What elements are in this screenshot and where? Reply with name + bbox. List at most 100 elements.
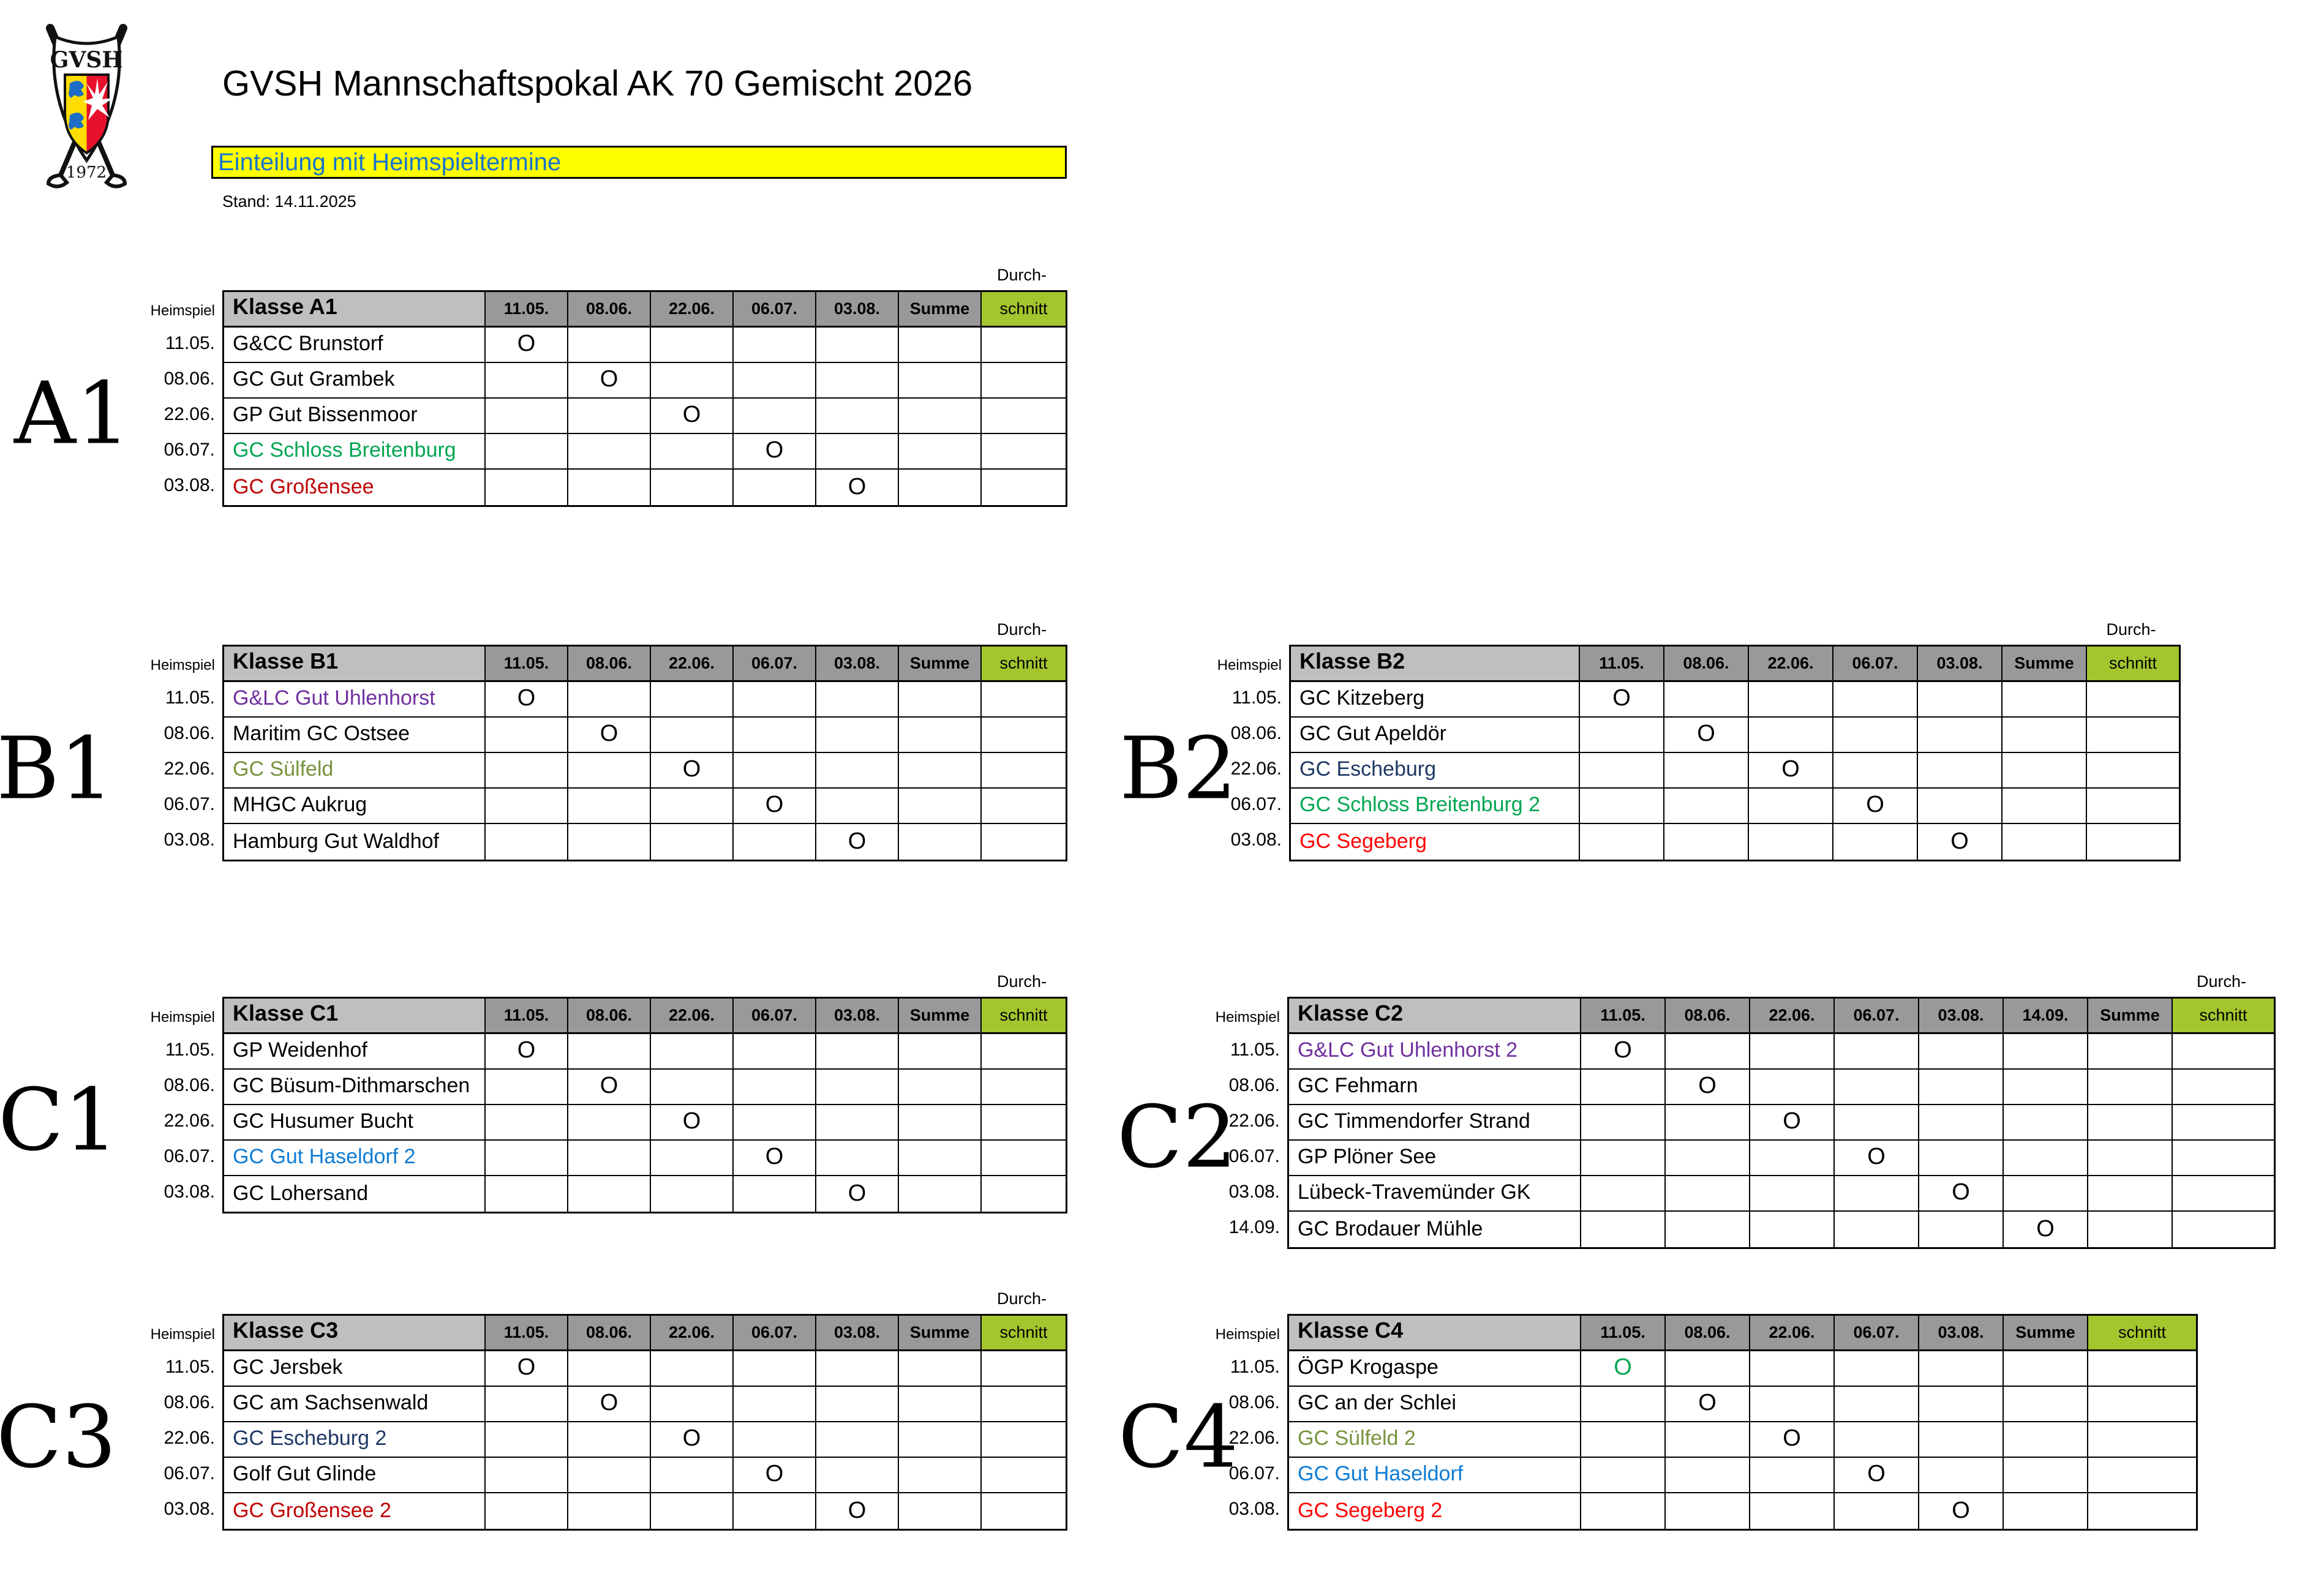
match-cell: [1833, 824, 1918, 860]
schnitt-cell: [982, 470, 1066, 505]
match-cell: [1581, 1105, 1666, 1141]
schnitt-cell: [982, 434, 1066, 470]
schnitt-cell: [982, 1070, 1066, 1105]
club-name: GP Weidenhof: [224, 1034, 486, 1070]
club-name: GP Plöner See: [1289, 1141, 1581, 1176]
schnitt-cell: [982, 789, 1066, 824]
klasse-A1-table: Klasse A1 11.05. 08.06. 22.06. 06.07. 03.08. S…: [222, 290, 1067, 507]
club-name: GC Gut Haseldorf 2: [224, 1141, 486, 1176]
match-cell: [1581, 1422, 1666, 1458]
match-cell: [1919, 1212, 2004, 1247]
match-cell: [651, 1493, 734, 1529]
col-header-1105: 11.05.: [486, 999, 568, 1034]
club-name: GC Büsum-Dithmarschen: [224, 1070, 486, 1105]
club-name: GC Lohersand: [224, 1176, 486, 1212]
match-mark: O: [651, 399, 734, 434]
col-header-0607: 06.07.: [734, 292, 816, 328]
class-label-A1: A1: [13, 364, 131, 464]
match-cell: [1833, 718, 1918, 753]
heimspiel-date-label: 11.05.: [1230, 1357, 1280, 1377]
match-cell: [568, 1176, 651, 1212]
schnitt-cell: [982, 399, 1066, 434]
schnitt-cell: [2087, 682, 2179, 718]
club-name: GC Jersbek: [224, 1351, 486, 1387]
match-cell: [734, 1105, 816, 1141]
summe-cell: [2002, 718, 2087, 753]
match-cell: [1581, 1458, 1666, 1493]
match-cell: [1919, 1422, 2004, 1458]
class-label-C2: C2: [1116, 1087, 1238, 1188]
match-cell: [734, 1070, 816, 1105]
match-cell: [1580, 789, 1664, 824]
match-mark: O: [651, 1422, 734, 1458]
summe-cell: [899, 1105, 982, 1141]
match-mark: O: [1835, 1141, 1919, 1176]
schnitt-cell: [982, 328, 1066, 363]
match-cell: [1835, 1387, 1919, 1422]
schnitt-cell: [2087, 789, 2179, 824]
match-mark: O: [1664, 718, 1749, 753]
match-mark: O: [486, 328, 568, 363]
match-cell: [651, 718, 734, 753]
col-header-0308: 03.08.: [816, 292, 899, 328]
match-cell: [1581, 1070, 1666, 1105]
match-cell: [2004, 1034, 2088, 1070]
match-cell: [568, 1351, 651, 1387]
match-cell: [816, 789, 899, 824]
summe-cell: [899, 753, 982, 789]
heimspiel-date-label: 11.05.: [165, 1040, 215, 1060]
summe-cell: [2088, 1105, 2173, 1141]
heimspiel-date-label: 06.07.: [1228, 1463, 1280, 1483]
summe-cell: [899, 1351, 982, 1387]
summe-cell: [2088, 1070, 2173, 1105]
klasse-C3-header: Klasse C3: [224, 1316, 486, 1351]
club-name: GC Brodauer Mühle: [1289, 1212, 1581, 1247]
col-header-2206: 22.06.: [651, 999, 734, 1034]
match-cell: [1581, 1212, 1666, 1247]
match-cell: [1581, 1141, 1666, 1176]
schnitt-header: schnitt: [2173, 999, 2274, 1034]
heimspiel-date-label: 06.07.: [1230, 794, 1282, 814]
match-cell: [1918, 718, 2002, 753]
match-cell: [1749, 718, 1833, 753]
club-name: G&LC Gut Uhlenhorst 2: [1289, 1034, 1581, 1070]
match-cell: [1581, 1493, 1666, 1529]
match-mark: O: [734, 1141, 816, 1176]
col-header-0607: 06.07.: [1833, 647, 1918, 682]
summe-cell: [899, 718, 982, 753]
match-mark: O: [816, 824, 899, 860]
schnitt-cell: [982, 1422, 1066, 1458]
durchschnitt-label-top: Durch-: [2196, 972, 2246, 991]
durchschnitt-label-top: Durch-: [996, 1289, 1047, 1308]
col-header-0806: 08.06.: [568, 292, 651, 328]
match-cell: [486, 1422, 568, 1458]
club-name: GC Gut Haseldorf: [1289, 1458, 1581, 1493]
summe-cell: [899, 434, 982, 470]
match-cell: [651, 1458, 734, 1493]
heimspiel-date-label: 08.06.: [1228, 1392, 1280, 1412]
club-name: GC Schloss Breitenburg 2: [1291, 789, 1580, 824]
match-cell: [816, 1458, 899, 1493]
club-name: GP Gut Bissenmoor: [224, 399, 486, 434]
summe-cell: [899, 1458, 982, 1493]
shield-border: [64, 73, 110, 155]
schnitt-cell: [2087, 824, 2179, 860]
match-cell: [1664, 753, 1749, 789]
klasse-A1-header: Klasse A1: [224, 292, 486, 328]
schnitt-cell: [2173, 1105, 2274, 1141]
schnitt-cell: [982, 1493, 1066, 1529]
match-cell: [486, 753, 568, 789]
match-mark: O: [816, 1176, 899, 1212]
match-cell: [486, 1105, 568, 1141]
klasse-B1-header: Klasse B1: [224, 647, 486, 682]
match-cell: [1919, 1387, 2004, 1422]
schnitt-cell: [2173, 1212, 2274, 1247]
match-cell: [816, 1387, 899, 1422]
heimspiel-date-label: 22.06.: [164, 404, 215, 424]
match-cell: [1833, 682, 1918, 718]
match-cell: [1666, 1212, 1750, 1247]
heimspiel-date-label: 03.08.: [164, 1499, 215, 1519]
heimspiel-label: Heimspiel: [1215, 1326, 1280, 1343]
match-mark: O: [1749, 753, 1833, 789]
col-header-0607: 06.07.: [1835, 1316, 1919, 1351]
